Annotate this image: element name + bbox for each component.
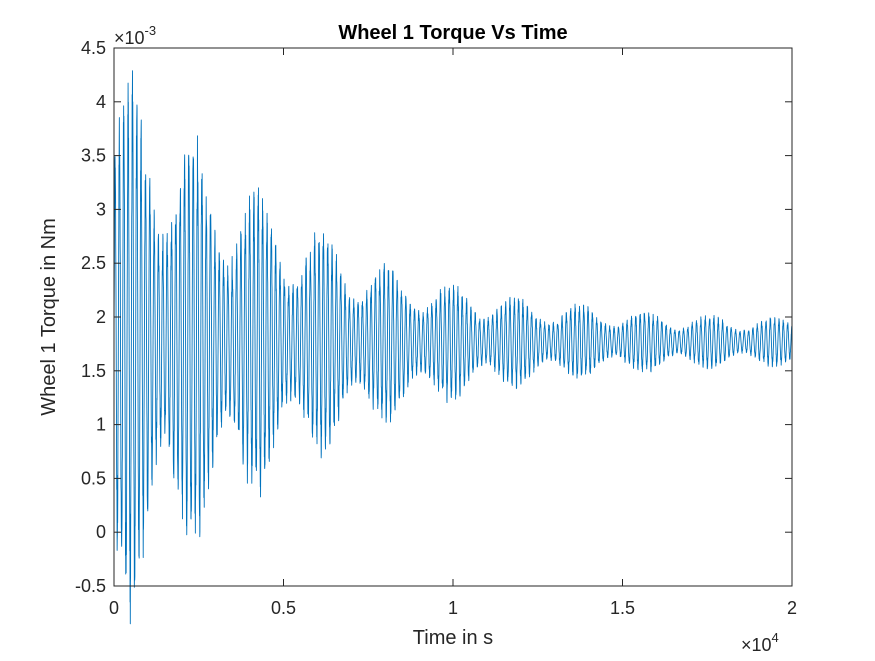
y-tick-label: 2.5 — [81, 253, 106, 273]
y-multiplier-base: ×10 — [114, 28, 145, 48]
x-axis-label: Time in s — [413, 627, 493, 649]
y-tick-label: 3 — [96, 199, 106, 219]
y-tick-label: -0.5 — [75, 576, 106, 596]
x-axis-ticks: 0 0.5 1 1.5 2 — [109, 48, 797, 618]
y-tick-label: 0.5 — [81, 468, 106, 488]
y-tick-label: 4.5 — [81, 38, 106, 58]
y-tick-label: 0 — [96, 522, 106, 542]
chart-title: Wheel 1 Torque Vs Time — [338, 22, 567, 44]
x-tick-label: 1.5 — [610, 598, 635, 618]
y-tick-label: 1.5 — [81, 361, 106, 381]
y-tick-label: 2 — [96, 307, 106, 327]
y-axis-label: Wheel 1 Torque in Nm — [38, 218, 60, 416]
x-tick-label: 0 — [109, 598, 119, 618]
signal-layer — [113, 70, 793, 625]
series-line — [113, 70, 793, 625]
y-axis-ticks: -0.5 0 0.5 1 1.5 2 2.5 3 3.5 4 4.5 — [75, 38, 792, 596]
x-multiplier-exponent: 4 — [772, 630, 779, 645]
x-tick-label: 2 — [787, 598, 797, 618]
y-multiplier-exponent: -3 — [145, 23, 157, 38]
y-tick-label: 4 — [96, 92, 106, 112]
y-tick-label: 3.5 — [81, 146, 106, 166]
x-multiplier-base: ×10 — [741, 635, 772, 655]
y-axis-multiplier: ×10-3 — [114, 23, 156, 48]
x-tick-label: 1 — [448, 598, 458, 618]
x-tick-label: 0.5 — [271, 598, 296, 618]
y-tick-label: 1 — [96, 415, 106, 435]
x-axis-multiplier: ×104 — [741, 630, 779, 655]
